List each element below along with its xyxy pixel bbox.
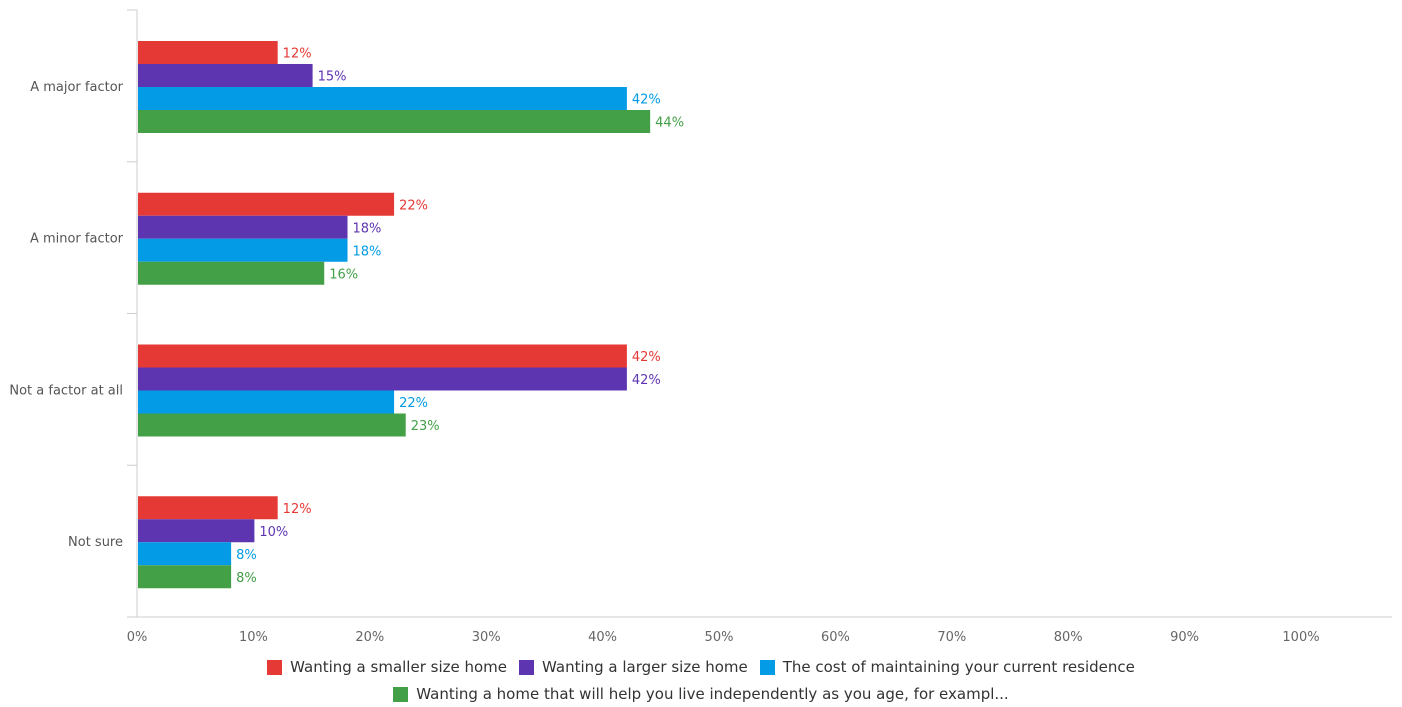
category-label-not-a-factor-at-all: Not a factor at all [9,383,123,398]
legend-row-2: Wanting a home that will help you live i… [0,684,1402,704]
legend-swatch [759,659,775,675]
bar-not-sure-1 [138,496,278,520]
bar-a-major-factor-1 [138,41,278,64]
legend-item-3[interactable]: The cost of maintaining your current res… [759,658,1135,676]
bar-a-major-factor-2 [138,64,313,87]
category-label-a-major-factor: A major factor [30,80,123,95]
legend-item-1[interactable]: Wanting a smaller size home [267,658,507,676]
legend-row-1: Wanting a smaller size home Wanting a lar… [0,657,1402,677]
category-label-a-minor-factor: A minor factor [30,232,124,247]
bar-a-minor-factor-4 [138,261,325,285]
bar-a-minor-factor-2 [138,215,348,239]
data-label: 22% [399,396,428,411]
bar-not-a-factor-at-all-4 [138,413,406,437]
legend-label: The cost of maintaining your current res… [782,658,1135,676]
category-label-not-sure: Not sure [68,535,123,550]
legend-label: Wanting a home that will help you live i… [416,685,1009,703]
data-label: 44% [655,116,684,131]
data-label: 18% [353,244,382,259]
x-tick-label: 20% [355,630,384,645]
bar-not-a-factor-at-all-3 [138,390,395,414]
data-label: 18% [353,221,382,236]
x-tick-label: 40% [588,630,617,645]
x-tick-label: 70% [937,630,966,645]
x-tick-label: 0% [127,630,148,645]
x-tick-label: 10% [239,630,268,645]
bar-not-sure-2 [138,519,255,543]
legend-swatch [267,659,283,675]
data-label: 42% [632,373,661,388]
data-label: 10% [259,525,288,540]
bar-not-a-factor-at-all-2 [138,367,627,391]
legend-item-2[interactable]: Wanting a larger size home [519,658,748,676]
x-tick-label: 80% [1054,630,1083,645]
x-tick-label: 60% [821,630,850,645]
x-tick-label: 50% [705,630,734,645]
data-label: 42% [632,93,661,108]
x-tick-label: 90% [1170,630,1199,645]
data-label: 16% [329,267,358,282]
chart: A major factor A minor factor Not a factor… [9,9,1392,645]
data-label: 12% [283,47,312,62]
data-label: 22% [399,198,428,213]
bar-a-major-factor-4 [138,110,651,133]
bar-not-a-factor-at-all-1 [138,344,627,368]
data-label: 23% [411,419,440,434]
data-label: 8% [236,571,257,586]
data-label: 8% [236,548,257,563]
legend-swatch [519,659,535,675]
data-label: 42% [632,350,661,365]
legend-label: Wanting a larger size home [542,658,748,676]
bar-not-sure-4 [138,565,232,589]
legend-swatch [393,686,409,702]
bar-a-minor-factor-3 [138,238,348,262]
data-label: 15% [318,70,347,85]
x-tick-label: 30% [472,630,501,645]
bar-not-sure-3 [138,542,232,566]
x-tick-label: 100% [1282,630,1319,645]
data-label: 12% [283,502,312,517]
legend-item-4[interactable]: Wanting a home that will help you live i… [393,685,1009,703]
bar-a-major-factor-3 [138,87,627,110]
legend-label: Wanting a smaller size home [290,658,508,676]
bar-a-minor-factor-1 [138,192,395,216]
